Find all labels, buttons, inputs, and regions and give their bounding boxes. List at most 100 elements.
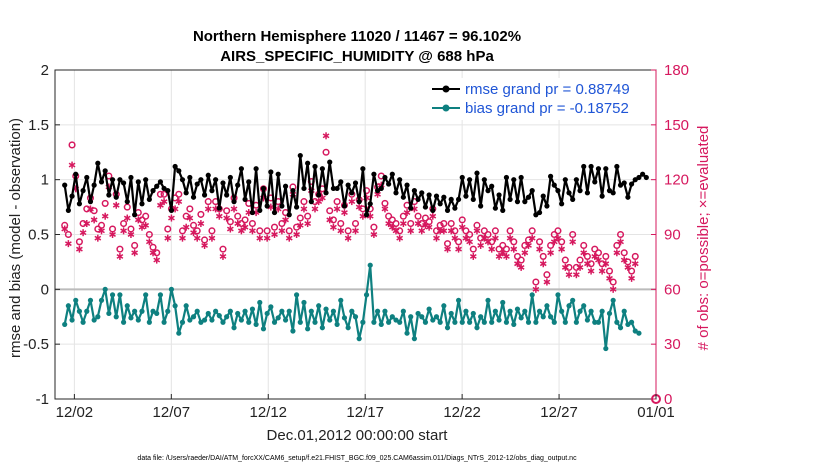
obs-possible-point bbox=[532, 278, 540, 286]
obs-evaluated-stroke bbox=[569, 239, 577, 245]
bias-point bbox=[120, 319, 127, 325]
bias-point bbox=[209, 317, 215, 323]
bias-point bbox=[87, 297, 94, 303]
obs-possible-point bbox=[554, 227, 562, 235]
obs-possible-point bbox=[616, 230, 625, 239]
rmse-point bbox=[433, 193, 440, 199]
obs-possible-point bbox=[447, 219, 455, 228]
obs-evaluated-stroke bbox=[112, 202, 120, 208]
obs-evaluated-stroke bbox=[201, 243, 208, 248]
rmse-point bbox=[544, 203, 550, 209]
obs-possible-point bbox=[326, 207, 334, 215]
rmse-point bbox=[305, 160, 311, 166]
obs-evaluated-stroke bbox=[536, 246, 543, 252]
rmse-point bbox=[246, 179, 252, 185]
obs-evaluated-stroke bbox=[109, 232, 116, 237]
obs-evaluated-stroke bbox=[164, 235, 172, 241]
bias-point bbox=[422, 319, 429, 325]
bias-point bbox=[246, 319, 252, 325]
bias-point bbox=[213, 308, 219, 314]
obs-possible-point bbox=[300, 198, 308, 206]
rmse-point bbox=[426, 192, 432, 198]
obs-evaluated-point bbox=[550, 238, 558, 246]
obs-possible-point bbox=[480, 227, 488, 235]
obs-evaluated-stroke bbox=[554, 235, 562, 241]
rmse-point bbox=[345, 182, 351, 188]
obs-evaluated-stroke bbox=[116, 253, 124, 259]
bias-point bbox=[279, 308, 285, 314]
obs-possible-point bbox=[208, 227, 216, 235]
bias-point bbox=[555, 292, 561, 298]
bias-point bbox=[522, 308, 528, 314]
obs-possible-point bbox=[278, 219, 286, 228]
bias-point bbox=[341, 315, 348, 321]
y-axis-right-label: # of obs: o=possible; ×=evaluated bbox=[695, 126, 712, 351]
obs-possible-point bbox=[296, 214, 304, 222]
bias-point bbox=[374, 308, 381, 314]
bias-point bbox=[312, 319, 318, 325]
rmse-point bbox=[352, 180, 359, 186]
obs-evaluated-point bbox=[429, 212, 437, 220]
obs-evaluated-stroke bbox=[61, 226, 69, 232]
obs-evaluated-stroke bbox=[521, 250, 529, 256]
obs-evaluated-stroke bbox=[344, 235, 352, 241]
obs-possible-point bbox=[182, 212, 190, 220]
bias-point bbox=[367, 262, 373, 268]
obs-evaluated-stroke bbox=[271, 232, 278, 237]
obs-evaluated-point bbox=[624, 263, 632, 271]
rmse-point bbox=[467, 177, 473, 183]
bias-point bbox=[592, 319, 598, 325]
obs-possible-point bbox=[75, 238, 83, 246]
obs-possible-point bbox=[204, 198, 212, 206]
obs-evaluated-point bbox=[606, 274, 613, 282]
rmse-point bbox=[507, 196, 513, 203]
obs-evaluated-stroke bbox=[215, 213, 223, 219]
bias-point bbox=[444, 325, 451, 331]
obs-possible-point bbox=[513, 252, 522, 260]
obs-evaluated-point bbox=[473, 227, 481, 235]
rmse-point bbox=[415, 196, 421, 203]
bias-point bbox=[371, 319, 377, 325]
obs-evaluated-stroke bbox=[495, 253, 503, 259]
obs-evaluated-stroke bbox=[285, 235, 293, 241]
rmse-point bbox=[316, 192, 322, 198]
bias-point bbox=[305, 326, 311, 332]
rmse-point bbox=[224, 192, 230, 198]
obs-evaluated-stroke bbox=[429, 213, 437, 219]
obs-evaluated-point bbox=[293, 231, 300, 238]
rmse-point bbox=[378, 185, 384, 192]
obs-evaluated-point bbox=[503, 252, 510, 260]
bias-point bbox=[109, 292, 116, 298]
obs-possible-point bbox=[550, 230, 558, 239]
rmse-point bbox=[109, 177, 116, 183]
obs-evaluated-point bbox=[120, 227, 127, 235]
rmse-point bbox=[393, 190, 399, 196]
rmse-point bbox=[260, 185, 267, 192]
obs-evaluated-stroke bbox=[315, 199, 323, 205]
obs-evaluated-stroke bbox=[374, 191, 381, 197]
bias-point bbox=[452, 319, 458, 325]
obs-evaluated-stroke bbox=[249, 228, 256, 234]
bias-point bbox=[584, 317, 591, 323]
y-left-tick-label: 2 bbox=[41, 62, 49, 79]
rmse-point bbox=[536, 209, 543, 216]
bias-point bbox=[617, 325, 624, 331]
obs-evaluated-stroke bbox=[458, 224, 466, 230]
obs-evaluated-point bbox=[554, 234, 562, 242]
bias-point bbox=[124, 303, 130, 309]
bias-point bbox=[536, 308, 543, 314]
obs-evaluated-point bbox=[521, 249, 529, 257]
obs-evaluated-stroke bbox=[602, 261, 610, 267]
obs-evaluated-point bbox=[131, 249, 139, 257]
obs-evaluated-stroke bbox=[455, 246, 462, 252]
obs-possible-point bbox=[495, 245, 503, 253]
rmse-point bbox=[389, 171, 395, 177]
obs-evaluated-point bbox=[101, 212, 109, 220]
rmse-point bbox=[334, 185, 340, 192]
rmse-point bbox=[437, 201, 443, 207]
rmse-point bbox=[525, 194, 532, 200]
bias-point bbox=[117, 292, 123, 298]
rmse-point bbox=[444, 207, 451, 213]
obs-evaluated-stroke bbox=[197, 221, 205, 226]
obs-evaluated-point bbox=[598, 267, 606, 275]
